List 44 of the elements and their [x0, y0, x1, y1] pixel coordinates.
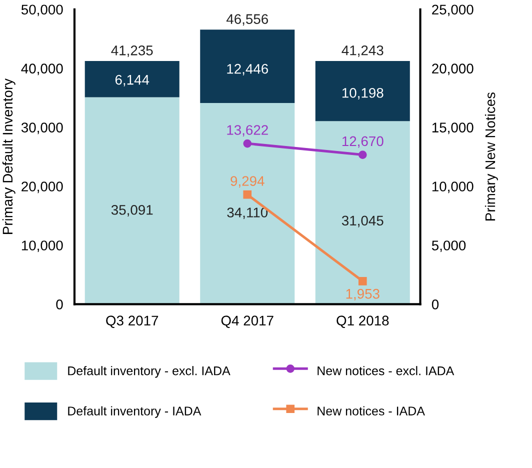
- total-label: 41,243: [342, 45, 384, 57]
- y-tick-label: 40,000: [21, 64, 63, 76]
- y2-tick-label: 5,000: [432, 240, 466, 252]
- point: [243, 190, 252, 199]
- data-label: 13,622: [227, 125, 268, 137]
- bar: [200, 30, 295, 104]
- data-label: 9,294: [230, 176, 264, 188]
- total-label: 46,556: [226, 14, 268, 26]
- y2-tick-label: 25,000: [432, 4, 474, 16]
- data-label: 34,110: [227, 208, 268, 220]
- y2-tick-label: 10,000: [432, 182, 474, 194]
- data-label: 10,198: [342, 88, 384, 100]
- data-label: 35,091: [111, 204, 153, 216]
- point: [243, 139, 252, 148]
- total-label: 41,235: [111, 46, 153, 57]
- point: [358, 150, 367, 159]
- y-tick-label: 20,000: [22, 182, 63, 194]
- data-label: 12,670: [342, 136, 384, 148]
- x-tick-label: Q1 2018: [336, 316, 389, 328]
- y-tick-label: 0: [56, 300, 63, 310]
- x-tick-label: Q4 2017: [221, 316, 274, 328]
- y-tick-label: 30,000: [21, 122, 63, 134]
- legend-label: Default inventory - excl. IADA: [68, 366, 230, 378]
- point: [358, 277, 367, 286]
- x-tick-label: Q3 2017: [106, 316, 158, 328]
- y2-tick-label: 15,000: [432, 122, 474, 134]
- y2-tick-label: 0: [432, 300, 439, 310]
- y2-tick-label: 20,000: [432, 64, 474, 76]
- bar: [315, 61, 410, 122]
- legend-label: New notices - IADA: [318, 406, 425, 416]
- y-tick-label: 50,000: [21, 4, 63, 16]
- y-tick-label: 10,000: [22, 240, 63, 252]
- bar: [200, 103, 295, 304]
- data-label: 31,045: [342, 216, 384, 228]
- data-label: 12,446: [227, 64, 268, 76]
- y-axis-title: Primary Default Inventory: [2, 78, 16, 234]
- bar: [84, 97, 180, 304]
- legend-label: Default inventory - IADA: [68, 406, 202, 418]
- data-label: 6,144: [115, 74, 150, 86]
- bar: [84, 61, 180, 98]
- legend-label: New notices - excl. IADA: [318, 366, 454, 376]
- data-label: 1,953: [346, 288, 380, 300]
- y2-axis-title: Primary New Notices: [484, 92, 498, 220]
- bar: [315, 121, 410, 304]
